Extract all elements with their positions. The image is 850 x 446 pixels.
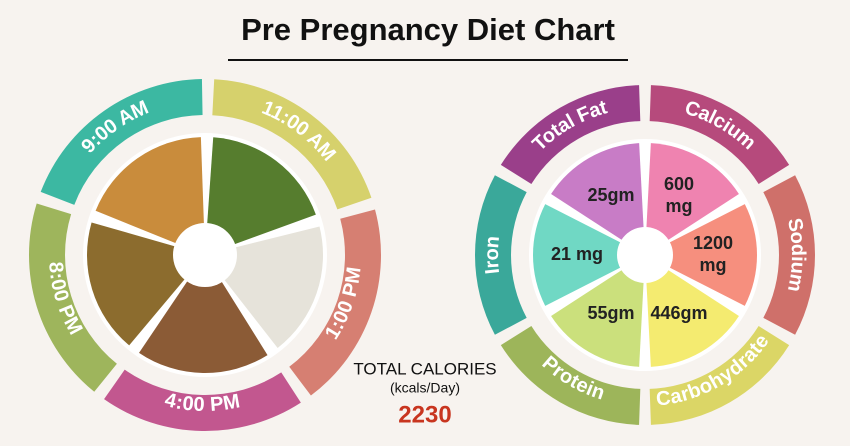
food-photo xyxy=(95,137,205,255)
nutrient-ring-segment xyxy=(649,85,790,184)
calories-value: 2230 xyxy=(398,401,451,428)
nutrient-amount: 21 mg xyxy=(551,244,603,264)
nutrient-ring-segment xyxy=(649,326,790,425)
nutrient-wedge xyxy=(645,143,739,255)
amount-line: mg xyxy=(666,196,693,216)
meal-ring-segment xyxy=(40,79,203,205)
amount-line: 21 mg xyxy=(551,244,603,264)
title: Pre Pregnancy Diet Chart xyxy=(241,12,615,47)
ring-label: Sodium xyxy=(783,216,809,293)
nutrient-ring-segment xyxy=(500,85,641,184)
nutrient-wedge xyxy=(551,143,645,255)
ring-label: Iron xyxy=(481,235,504,275)
nutrient-wedge xyxy=(645,204,757,306)
meal-ring-segment xyxy=(289,209,381,396)
meal-hub xyxy=(173,223,237,287)
food-photo xyxy=(205,137,316,255)
ring-label-text: Iron xyxy=(481,235,504,275)
nutrient-amount: 55gm xyxy=(587,303,634,323)
nutrient-wedge xyxy=(533,204,645,306)
nutrient-amount: 600 mg xyxy=(664,174,694,216)
nutrient-hub xyxy=(617,227,673,283)
amount-line: 1200 xyxy=(693,233,733,253)
nutrient-ring-segment xyxy=(763,175,816,335)
meal-ring-segment xyxy=(29,203,117,392)
meal-ring-segment xyxy=(212,79,372,210)
nutrient-wedge xyxy=(645,255,739,367)
nutrient-wedge xyxy=(551,255,645,367)
amount-line: mg xyxy=(700,255,727,275)
amount-line: 600 xyxy=(664,174,694,194)
nutrient-ring-segment xyxy=(474,175,527,335)
nutrient-amount: 1200 mg xyxy=(693,233,733,275)
meal-ring-segment xyxy=(104,369,301,431)
nutrient-amount: 25gm xyxy=(587,185,634,205)
nutrient-ring-segment xyxy=(500,326,641,425)
amount-line: 446gm xyxy=(650,303,707,323)
calories-unit: (kcals/Day) xyxy=(390,380,460,396)
amount-line: 55gm xyxy=(587,303,634,323)
food-photo xyxy=(139,255,268,374)
ring-label-text: Sodium xyxy=(783,216,809,293)
nutrient-amount: 446gm xyxy=(650,303,707,323)
calories-label: TOTAL CALORIES xyxy=(353,359,496,378)
amount-line: 25gm xyxy=(587,185,634,205)
